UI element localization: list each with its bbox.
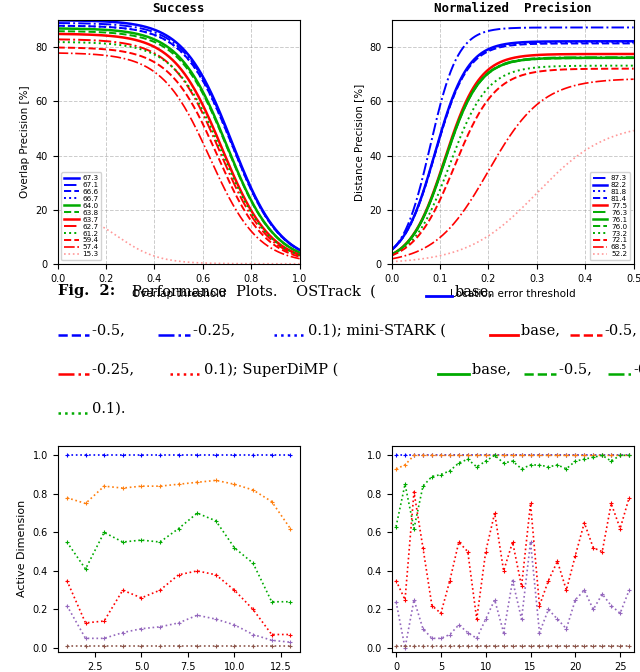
- Legend: 67.3, 67.1, 66.6, 66.7, 64.0, 63.8, 63.7, 62.7, 61.2, 59.4, 57.4, 15.3: 67.3, 67.1, 66.6, 66.7, 64.0, 63.8, 63.7…: [61, 172, 101, 260]
- Text: base,: base,: [455, 284, 494, 298]
- X-axis label: Location error threshold: Location error threshold: [450, 289, 575, 299]
- Text: base,: base,: [521, 323, 565, 337]
- Text: Fig.  2:: Fig. 2:: [58, 284, 115, 298]
- Y-axis label: Active Dimension: Active Dimension: [17, 500, 27, 597]
- Title: Success: Success: [152, 2, 205, 15]
- X-axis label: Overlap threshold: Overlap threshold: [132, 289, 225, 299]
- Text: 0.1).: 0.1).: [92, 401, 125, 415]
- Y-axis label: Overlap Precision [%]: Overlap Precision [%]: [20, 85, 30, 198]
- Legend: 87.3, 82.2, 81.8, 81.4, 77.5, 76.3, 76.1, 76.0, 73.2, 72.1, 68.5, 52.2: 87.3, 82.2, 81.8, 81.4, 77.5, 76.3, 76.1…: [590, 172, 630, 260]
- Text: -0.25,: -0.25,: [633, 362, 640, 376]
- Y-axis label: Distance Precision [%]: Distance Precision [%]: [354, 83, 364, 201]
- Text: -0.5,: -0.5,: [92, 323, 130, 337]
- Text: base,: base,: [472, 362, 516, 376]
- Text: -0.25,: -0.25,: [92, 362, 139, 376]
- Text: -0.5,: -0.5,: [559, 362, 596, 376]
- Text: 0.1); mini-STARK (: 0.1); mini-STARK (: [308, 323, 446, 337]
- Text: -0.5,: -0.5,: [605, 323, 637, 337]
- Text: 0.1); SuperDiMP (: 0.1); SuperDiMP (: [205, 362, 339, 376]
- Text: -0.25,: -0.25,: [193, 323, 240, 337]
- Title: Normalized  Precision: Normalized Precision: [434, 2, 591, 15]
- Text: Performance  Plots.    OSTrack  (: Performance Plots. OSTrack (: [132, 284, 376, 298]
